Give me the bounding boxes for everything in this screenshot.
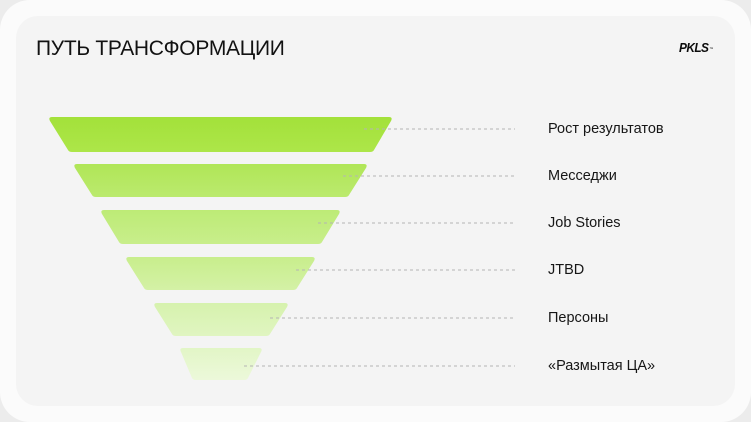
page-title: ПУТЬ ТРАНСФОРМАЦИИ bbox=[36, 37, 285, 60]
funnel-level-5 bbox=[154, 303, 515, 336]
funnel-level-6 bbox=[180, 348, 515, 380]
funnel-bar bbox=[49, 117, 392, 152]
funnel-label-3: Job Stories bbox=[548, 215, 621, 231]
brand-logo-text: PKLS bbox=[679, 41, 709, 55]
funnel-bar bbox=[126, 257, 315, 290]
trademark-mark: ™ bbox=[709, 46, 713, 51]
funnel-bar bbox=[74, 164, 367, 197]
funnel-level-3 bbox=[101, 210, 515, 244]
funnel-bar bbox=[180, 348, 262, 380]
funnel-label-5: Персоны bbox=[548, 310, 609, 326]
funnel-level-1 bbox=[49, 117, 515, 152]
funnel-level-4 bbox=[126, 257, 515, 290]
funnel-bar bbox=[154, 303, 288, 336]
funnel-level-2 bbox=[74, 164, 515, 197]
funnel-bar bbox=[101, 210, 340, 244]
funnel-label-4: JTBD bbox=[548, 262, 585, 278]
funnel-label-6: «Размытая ЦА» bbox=[548, 358, 656, 374]
funnel-label-1: Рост результатов bbox=[548, 121, 664, 137]
funnel-label-2: Месседжи bbox=[548, 168, 617, 184]
brand-logo: PKLS™ bbox=[679, 41, 713, 55]
